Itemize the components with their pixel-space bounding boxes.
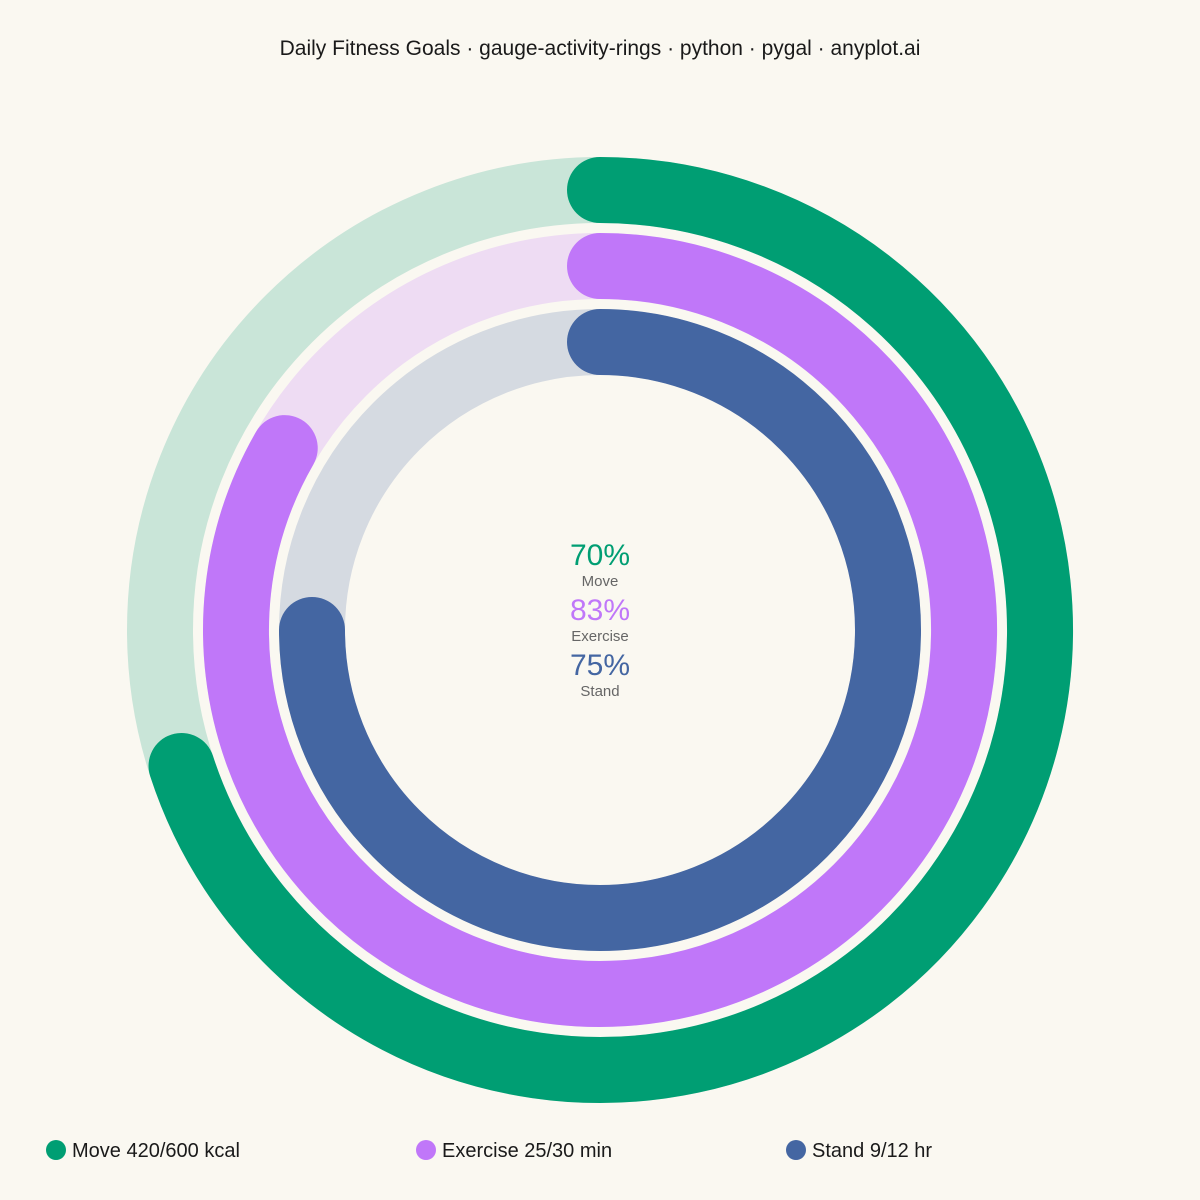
center-label-move: Move [582, 573, 619, 590]
center-percent-exercise: 83% [570, 594, 630, 627]
legend-label-stand: Stand 9/12 hr [812, 1140, 932, 1162]
ring-progress-move[interactable] [148, 157, 1073, 1103]
center-summary: 70%Move 83%Exercise 75%Stand [570, 539, 630, 700]
rings-layer [127, 157, 1073, 1103]
legend-item-move[interactable]: Move 420/600 kcal [46, 1140, 240, 1162]
center-label-stand: Stand [580, 683, 619, 700]
legend-label-move: Move 420/600 kcal [72, 1140, 240, 1162]
legend-swatch-move [46, 1140, 66, 1160]
legend-item-stand[interactable]: Stand 9/12 hr [786, 1140, 932, 1162]
chart-title: Daily Fitness Goals · gauge-activity-rin… [280, 37, 921, 60]
ring-progress-exercise[interactable] [203, 233, 997, 1027]
legend: Move 420/600 kcal Exercise 25/30 min Stand… [46, 1140, 932, 1162]
legend-swatch-exercise [416, 1140, 436, 1160]
ring-progress-stand[interactable] [279, 309, 921, 951]
legend-item-exercise[interactable]: Exercise 25/30 min [416, 1140, 612, 1162]
center-percent-move: 70% [570, 539, 630, 572]
center-percent-stand: 75% [570, 649, 630, 682]
center-label-exercise: Exercise [571, 628, 629, 645]
legend-swatch-stand [786, 1140, 806, 1160]
legend-label-exercise: Exercise 25/30 min [442, 1140, 612, 1162]
